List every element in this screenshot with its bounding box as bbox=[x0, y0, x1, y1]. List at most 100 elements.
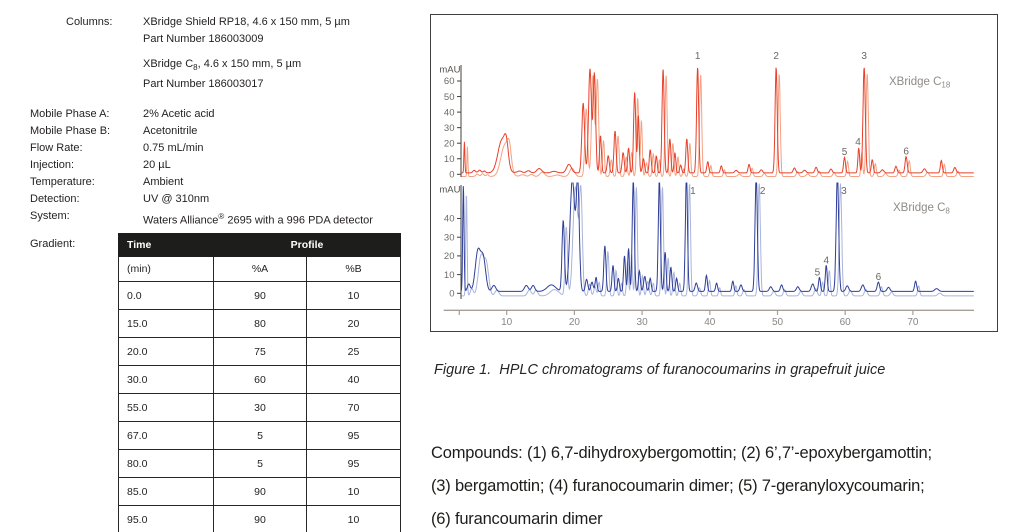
chromatogram-trace-c8 bbox=[460, 182, 974, 297]
method-row-system: System: Waters Alliance® 2695 with a 996… bbox=[30, 208, 428, 230]
cell-a: 75 bbox=[213, 337, 307, 366]
cell-b: 10 bbox=[306, 477, 401, 506]
cell-b: 70 bbox=[306, 393, 401, 422]
x-tick-label: 10 bbox=[501, 317, 513, 328]
column1-part-number: Part Number 186003009 bbox=[143, 33, 264, 45]
table-row: 20.0 75 25 bbox=[118, 337, 401, 366]
method-value: 0.75 mL/min bbox=[143, 142, 204, 155]
cell-time: 67.0 bbox=[118, 421, 214, 450]
x-tick-label: 50 bbox=[772, 317, 784, 328]
peak-label-4: 4 bbox=[855, 137, 861, 148]
y-tick-label: 30 bbox=[444, 123, 455, 134]
method-label: Mobile Phase B: bbox=[30, 125, 111, 138]
method-label: Detection: bbox=[30, 193, 80, 206]
y-tick-label: 10 bbox=[444, 270, 455, 281]
figure-box: 10 20 30 40 50 60 70 0 10 20 30 40 50 60 mAU 1 2 3 4 5 6 XBri… bbox=[430, 14, 998, 332]
series-label: XBridge C8 bbox=[893, 202, 950, 216]
gradient-table: Time Profile (min) %A %B 0.0 90 10 15.0 80 2… bbox=[118, 233, 401, 532]
table-header-row: Time Profile bbox=[118, 233, 401, 257]
compounds-line: (6) furancoumarin dimer bbox=[431, 510, 603, 528]
series-label: XBridge C18 bbox=[889, 76, 951, 90]
peak-label-5: 5 bbox=[815, 267, 821, 278]
y-tick-label: 0 bbox=[449, 289, 454, 300]
figure-caption: Figure 1. HPLC chromatograms of furanoco… bbox=[434, 362, 886, 378]
method-label: Temperature: bbox=[30, 176, 95, 189]
spacer bbox=[143, 48, 428, 56]
method-row: Temperature: Ambient bbox=[30, 174, 428, 191]
cell-b: 10 bbox=[306, 281, 401, 310]
method-label: Gradient: bbox=[30, 237, 76, 250]
method-label: Mobile Phase A: bbox=[30, 108, 110, 121]
method-value: Acetonitrile bbox=[143, 125, 198, 138]
x-tick-label: 70 bbox=[907, 317, 919, 328]
method-label: Columns: bbox=[66, 16, 113, 28]
gradient-sub-min: (min) bbox=[118, 256, 214, 282]
table-row: 15.0 80 20 bbox=[118, 309, 401, 338]
y-tick-label: 30 bbox=[444, 232, 455, 243]
y-tick-label: 60 bbox=[444, 76, 455, 87]
cell-time: 95.0 bbox=[118, 505, 214, 532]
method-value: XBridge Shield RP18, 4.6 x 150 mm, 5 µm … bbox=[143, 14, 428, 93]
table-row: 85.0 90 10 bbox=[118, 477, 401, 506]
method-value: 2% Acetic acid bbox=[143, 108, 215, 121]
peak-label-3: 3 bbox=[841, 186, 847, 197]
peak-label-6: 6 bbox=[903, 146, 909, 157]
cell-b: 25 bbox=[306, 337, 401, 366]
method-label: System: bbox=[30, 210, 70, 223]
method-row: Flow Rate: 0.75 mL/min bbox=[30, 140, 428, 157]
peak-label-4: 4 bbox=[823, 255, 829, 266]
chromatogram-trace-c18 bbox=[460, 67, 974, 178]
cell-a: 90 bbox=[213, 477, 307, 506]
x-tick-label: 40 bbox=[704, 317, 716, 328]
y-tick-label: 40 bbox=[444, 214, 455, 225]
y-tick-label: 20 bbox=[444, 251, 455, 262]
gradient-col-profile: Profile bbox=[213, 233, 401, 257]
cell-a: 80 bbox=[213, 309, 307, 338]
method-row: Detection: UV @ 310nm bbox=[30, 191, 428, 208]
cell-b: 10 bbox=[306, 505, 401, 532]
cell-b: 95 bbox=[306, 421, 401, 450]
y-tick-label: 40 bbox=[444, 107, 455, 118]
method-row-gradient: Gradient: bbox=[30, 236, 428, 253]
cell-b: 40 bbox=[306, 365, 401, 394]
y-axis-unit: mAU bbox=[439, 65, 460, 76]
registered-mark: ® bbox=[218, 212, 225, 222]
table-row: 67.0 5 95 bbox=[118, 421, 401, 450]
method-value: 20 µL bbox=[143, 159, 171, 172]
peak-label-3: 3 bbox=[861, 51, 867, 62]
subscript: 8 bbox=[193, 63, 198, 73]
cell-b: 20 bbox=[306, 309, 401, 338]
cell-a: 60 bbox=[213, 365, 307, 394]
x-tick-label: 20 bbox=[569, 317, 581, 328]
method-value: Ambient bbox=[143, 176, 184, 189]
cell-time: 20.0 bbox=[118, 337, 214, 366]
peak-label-1: 1 bbox=[690, 186, 696, 197]
cell-a: 90 bbox=[213, 281, 307, 310]
cell-a: 90 bbox=[213, 505, 307, 532]
cell-time: 80.0 bbox=[118, 449, 214, 478]
cell-time: 55.0 bbox=[118, 393, 214, 422]
column2-description: XBridge C8, 4.6 x 150 mm, 5 µm bbox=[143, 58, 302, 73]
gradient-sub-a: %A bbox=[213, 256, 307, 282]
peak-label-6: 6 bbox=[876, 272, 882, 283]
method-value: Waters Alliance® 2695 with a 996 PDA det… bbox=[143, 212, 373, 227]
peak-label-2: 2 bbox=[760, 186, 766, 197]
method-value: UV @ 310nm bbox=[143, 193, 210, 206]
peak-label-1: 1 bbox=[695, 51, 701, 62]
column2-part-number: Part Number 186003017 bbox=[143, 78, 264, 91]
table-row: 30.0 60 40 bbox=[118, 365, 401, 394]
cell-b: 95 bbox=[306, 449, 401, 478]
table-row: 80.0 5 95 bbox=[118, 449, 401, 478]
gradient-sub-b: %B bbox=[306, 256, 401, 282]
x-tick-label: 30 bbox=[637, 317, 649, 328]
method-conditions: Columns: XBridge Shield RP18, 4.6 x 150 … bbox=[30, 14, 428, 253]
cell-time: 0.0 bbox=[118, 281, 214, 310]
y-tick-label: 50 bbox=[444, 92, 455, 103]
x-tick-label: 60 bbox=[840, 317, 852, 328]
table-row: 95.0 90 10 bbox=[118, 505, 401, 532]
cell-time: 15.0 bbox=[118, 309, 214, 338]
x-axis: 10 20 30 40 50 60 70 bbox=[443, 309, 974, 328]
table-subheader-row: (min) %A %B bbox=[118, 256, 401, 282]
